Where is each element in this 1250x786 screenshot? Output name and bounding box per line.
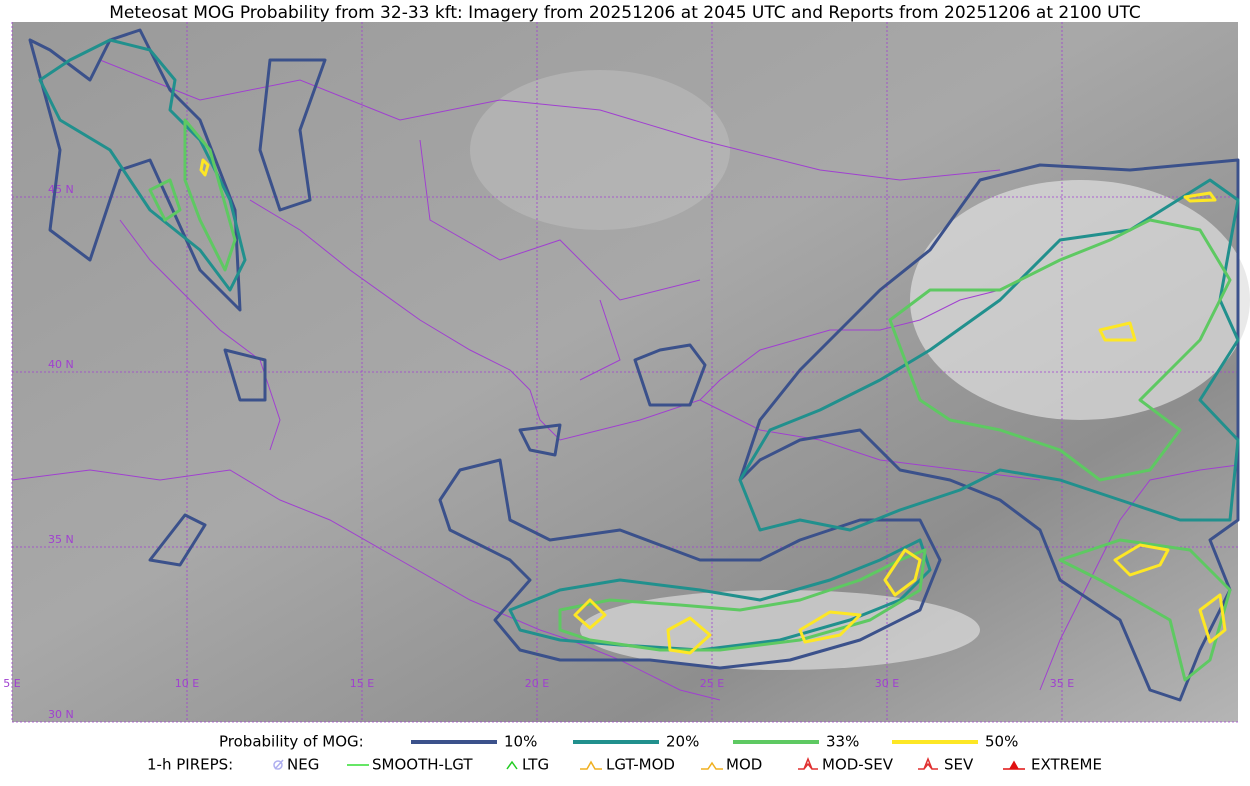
legend-label: LTG (522, 756, 549, 774)
legend-symbol (918, 756, 938, 770)
longitude-label: 25 E (700, 677, 724, 690)
longitude-label: 35 E (1050, 677, 1074, 690)
legend-symbol (798, 756, 818, 770)
legend-label: SEV (944, 756, 974, 774)
legend-label: MOD-SEV (822, 756, 894, 774)
legend-heading: 1-h PIREPS: (147, 756, 233, 774)
legend-heading: Probability of MOG: (219, 733, 364, 751)
contour (28, 28, 242, 312)
cloud (910, 180, 1250, 420)
contour (738, 158, 1240, 702)
legend-symbol (580, 760, 602, 770)
contour (148, 118, 237, 272)
legend-label: 50% (985, 733, 1018, 751)
legend: Probability of MOG: 10% 20% 33% 50% 1-h PIREP… (147, 733, 1102, 774)
latitude-label: 35 N (48, 533, 74, 546)
legend-symbol (506, 760, 518, 770)
legend-label: LGT-MOD (606, 756, 675, 774)
contour (38, 38, 247, 292)
graticule: 5 E 10 E 15 E 20 E 25 E 30 E 35 E 45 N 40 N 35 N 3… (3, 22, 1238, 723)
title: Meteosat MOG Probability from 32-33 kft:… (109, 3, 1141, 23)
map: 5 E 10 E 15 E 20 E 25 E 30 E 35 E 45 N 40 N 35 N 3… (3, 22, 1250, 723)
legend-symbol (273, 759, 284, 770)
longitude-label: 30 E (875, 677, 899, 690)
contour (148, 513, 207, 567)
contour (888, 218, 1232, 682)
coastline (119, 199, 1041, 481)
contour (258, 58, 327, 212)
legend-label: 33% (826, 733, 859, 751)
legend-label: EXTREME (1031, 756, 1102, 774)
latitude-label: 45 N (48, 183, 74, 196)
border (99, 59, 1001, 381)
legend-label: 20% (666, 733, 699, 751)
latitude-label: 30 N (48, 708, 74, 721)
longitude-label: 5 E (3, 677, 20, 690)
legend-label: MOD (726, 756, 762, 774)
longitude-label: 15 E (350, 677, 374, 690)
longitude-label: 10 E (175, 677, 199, 690)
contour (438, 458, 942, 670)
legend-label: SMOOTH-LGT (372, 756, 473, 774)
legend-symbol (1003, 760, 1025, 770)
contour (199, 158, 1227, 655)
contour (558, 548, 927, 652)
cloud (470, 70, 730, 230)
latitude-label: 40 N (48, 358, 74, 371)
contour (223, 343, 707, 457)
legend-label: 10% (504, 733, 537, 751)
longitude-label: 20 E (525, 677, 549, 690)
legend-label: NEG (287, 756, 319, 774)
legend-symbol (701, 761, 723, 770)
contour (738, 178, 1240, 532)
contour (508, 538, 932, 652)
